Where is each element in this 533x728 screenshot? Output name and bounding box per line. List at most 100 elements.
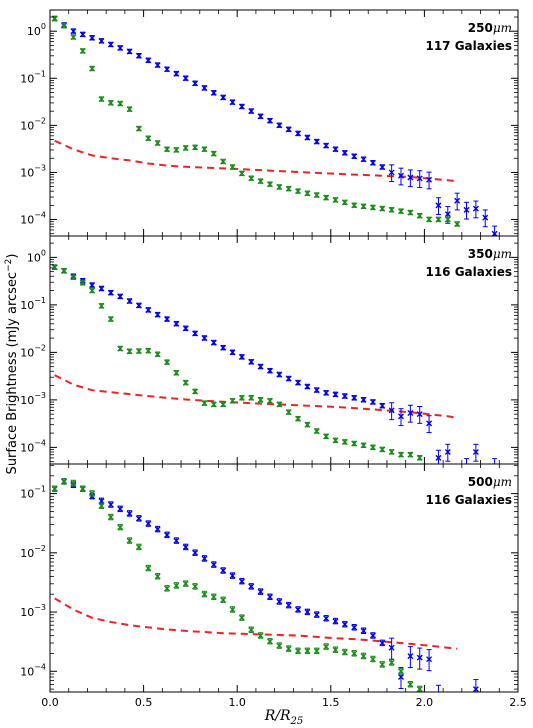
data-point — [182, 580, 189, 587]
marker-stroke-b — [313, 138, 320, 145]
data-point — [295, 606, 302, 613]
marker-stroke-b — [229, 164, 236, 171]
data-point — [379, 639, 386, 647]
marker-stroke-b — [238, 353, 245, 360]
data-point — [117, 293, 124, 300]
marker-stroke-b — [388, 206, 395, 213]
marker-stroke-b — [210, 401, 217, 408]
data-point — [229, 349, 236, 356]
data-point — [145, 564, 152, 572]
marker-stroke-b — [182, 544, 189, 551]
marker-stroke-b — [107, 316, 114, 323]
data-point — [70, 34, 77, 41]
marker-stroke-b — [229, 572, 236, 579]
marker-stroke-b — [210, 150, 217, 157]
data-point — [388, 164, 395, 183]
marker-stroke-b — [472, 686, 479, 692]
data-point — [285, 185, 292, 192]
marker-stroke-b — [491, 230, 498, 236]
y-tick-base: 10 — [20, 665, 34, 678]
panel-wavelength-unit: μm — [493, 475, 512, 489]
marker-stroke-b — [388, 169, 395, 176]
x-axis-title: R/R25 — [264, 708, 304, 727]
marker-stroke-b — [117, 293, 124, 300]
marker-stroke-b — [135, 544, 142, 551]
data-point — [332, 391, 339, 398]
background-dashed-line — [54, 374, 458, 419]
marker-stroke-b — [426, 420, 433, 427]
marker-stroke-b — [435, 216, 442, 223]
data-point — [192, 330, 199, 337]
marker-stroke-b — [369, 632, 376, 639]
marker-stroke-b — [257, 632, 264, 639]
marker-stroke-b — [79, 47, 86, 54]
y-tick-label: 10−4 — [20, 662, 46, 678]
marker-stroke-b — [369, 444, 376, 451]
data-point — [201, 85, 208, 92]
data-point — [323, 389, 330, 396]
marker-stroke-b — [210, 593, 217, 600]
marker-stroke-b — [89, 282, 96, 289]
marker-stroke-b — [192, 388, 199, 395]
data-point — [182, 543, 189, 551]
series-2 — [51, 478, 423, 692]
data-point — [398, 451, 404, 458]
marker-stroke-b — [266, 397, 273, 404]
data-point — [369, 444, 376, 451]
y-tick-label: 10−3 — [20, 391, 46, 407]
data-point — [332, 646, 339, 653]
marker-stroke-b — [351, 440, 358, 447]
data-point — [238, 394, 245, 401]
y-tick-exponent: −3 — [34, 163, 46, 172]
data-point — [323, 643, 330, 650]
data-point — [332, 437, 339, 444]
marker-stroke-b — [89, 65, 96, 72]
panel-wavelength-unit: μm — [493, 247, 512, 261]
data-point — [89, 490, 96, 497]
data-point — [351, 624, 358, 631]
marker-stroke-b — [285, 185, 292, 192]
panel-frame — [49, 463, 519, 693]
data-point — [98, 285, 105, 292]
data-point — [79, 485, 86, 493]
data-point — [257, 113, 264, 120]
marker-stroke-b — [323, 194, 330, 201]
data-point — [351, 202, 358, 209]
data-point — [238, 170, 245, 177]
y-tick-exponent: −2 — [34, 544, 46, 553]
marker-stroke-b — [248, 626, 255, 633]
marker-stroke-b — [454, 221, 461, 228]
y-tick-label: 10−4 — [20, 211, 46, 227]
marker-stroke-a — [464, 700, 469, 705]
x-axis-title-main: R/R — [264, 708, 291, 724]
marker-stroke-b — [332, 391, 339, 398]
data-point — [220, 401, 227, 408]
data-point — [285, 601, 292, 609]
data-point — [257, 363, 264, 370]
marker-stroke-a — [491, 463, 494, 464]
marker-stroke-b — [229, 397, 236, 404]
marker-stroke-b — [332, 646, 339, 653]
y-tick-label: 10−1 — [20, 296, 46, 312]
y-tick-base: 10 — [20, 214, 34, 227]
data-point — [154, 572, 161, 580]
data-point — [229, 164, 236, 171]
data-point — [472, 443, 479, 462]
marker-stroke-b — [173, 369, 180, 376]
marker-stroke-b — [332, 618, 339, 625]
marker-stroke-b — [455, 470, 460, 475]
marker-stroke-b — [398, 451, 404, 458]
y-tick-base: 10 — [27, 25, 41, 38]
data-point — [257, 396, 264, 403]
data-point — [398, 408, 404, 427]
marker-stroke-b — [351, 153, 358, 160]
data-point — [173, 320, 180, 327]
data-point — [210, 593, 217, 601]
marker-stroke-b — [173, 70, 180, 77]
data-point — [341, 393, 348, 400]
data-point — [341, 648, 348, 656]
marker-stroke-b — [192, 144, 199, 151]
marker-stroke-b — [238, 170, 245, 177]
data-point — [492, 693, 497, 714]
